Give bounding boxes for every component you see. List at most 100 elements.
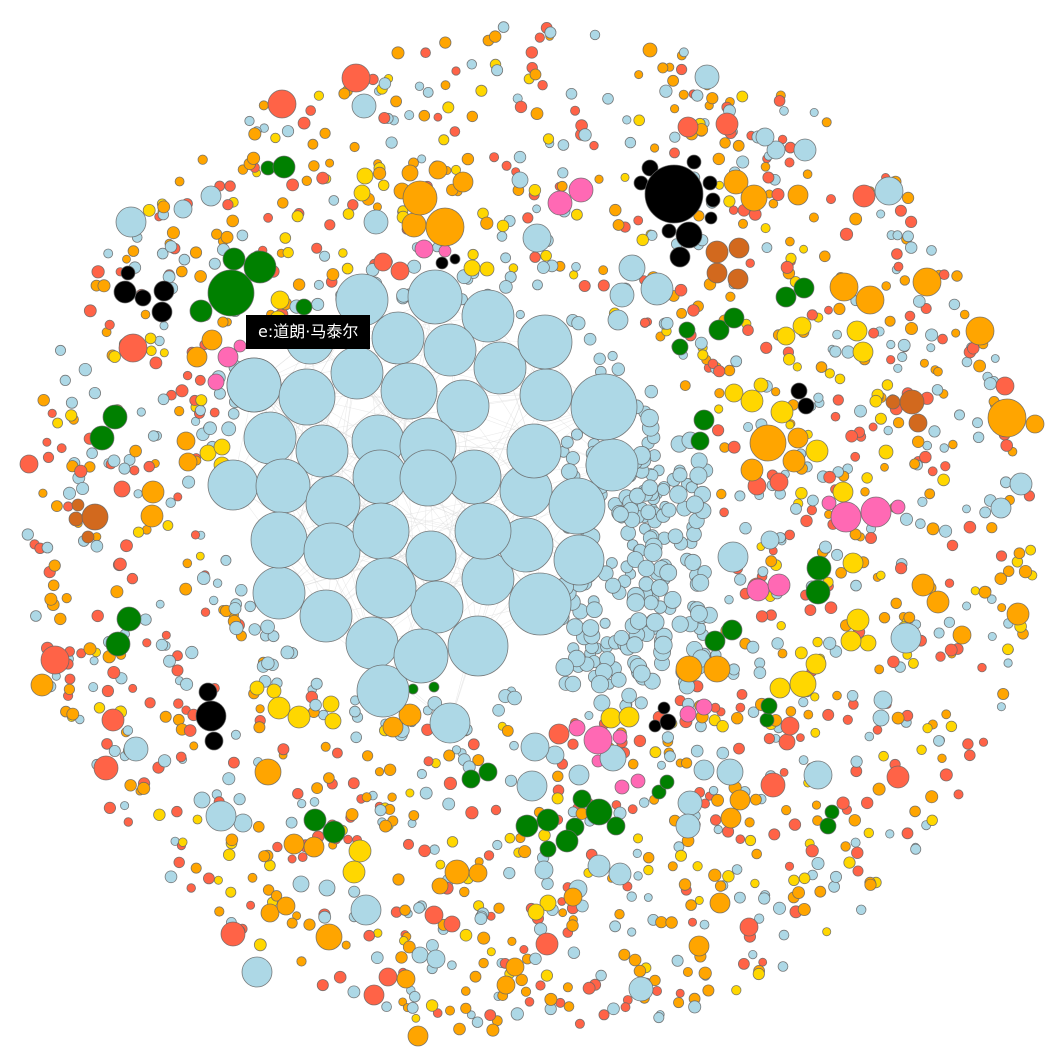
graph-node[interactable] <box>308 160 320 172</box>
graph-node[interactable] <box>47 408 57 418</box>
graph-node[interactable] <box>977 662 987 673</box>
graph-node[interactable] <box>602 93 614 105</box>
graph-node[interactable] <box>773 901 787 915</box>
graph-node[interactable] <box>326 268 340 281</box>
graph-node[interactable] <box>558 908 568 918</box>
graph-node[interactable] <box>235 584 248 597</box>
graph-node[interactable] <box>115 206 147 238</box>
graph-node[interactable] <box>931 384 944 396</box>
graph-node[interactable] <box>174 405 185 417</box>
graph-node[interactable] <box>547 190 573 216</box>
graph-node[interactable] <box>373 252 393 272</box>
graph-node[interactable] <box>134 289 152 307</box>
graph-node[interactable] <box>860 496 892 528</box>
graph-node[interactable] <box>643 543 663 562</box>
graph-node[interactable] <box>496 231 508 242</box>
graph-node[interactable] <box>246 900 256 910</box>
graph-node[interactable] <box>320 741 331 752</box>
graph-node[interactable] <box>509 740 519 751</box>
graph-node[interactable] <box>763 732 776 745</box>
graph-node[interactable] <box>926 343 936 353</box>
graph-node[interactable] <box>784 157 795 168</box>
graph-node[interactable] <box>995 550 1008 562</box>
graph-node[interactable] <box>248 623 261 636</box>
graph-node[interactable] <box>349 705 361 718</box>
graph-node[interactable] <box>411 946 429 964</box>
graph-node[interactable] <box>787 184 809 206</box>
graph-node[interactable] <box>518 845 532 859</box>
graph-node[interactable] <box>657 483 670 496</box>
graph-node[interactable] <box>478 762 498 782</box>
graph-node[interactable] <box>356 664 410 718</box>
graph-node[interactable] <box>793 277 815 299</box>
graph-node[interactable] <box>123 736 149 762</box>
graph-node[interactable] <box>182 370 193 381</box>
graph-node[interactable] <box>162 520 174 531</box>
graph-node[interactable] <box>224 180 236 192</box>
graph-node[interactable] <box>762 171 775 184</box>
graph-node[interactable] <box>144 332 157 345</box>
graph-node[interactable] <box>892 417 905 429</box>
graph-node[interactable] <box>706 262 728 284</box>
graph-node[interactable] <box>707 358 719 370</box>
graph-node[interactable] <box>225 886 237 898</box>
graph-node[interactable] <box>390 261 410 281</box>
graph-node[interactable] <box>194 374 206 386</box>
graph-node[interactable] <box>322 820 346 844</box>
graph-node[interactable] <box>297 116 311 130</box>
graph-node[interactable] <box>564 675 582 693</box>
graph-node[interactable] <box>780 716 800 736</box>
graph-node[interactable] <box>657 760 667 770</box>
graph-node[interactable] <box>819 817 837 835</box>
graph-node[interactable] <box>425 999 439 1012</box>
graph-node[interactable] <box>744 817 755 828</box>
graph-node[interactable] <box>872 725 883 735</box>
graph-node[interactable] <box>639 317 650 328</box>
graph-node[interactable] <box>979 506 992 519</box>
graph-node[interactable] <box>452 171 474 193</box>
graph-node[interactable] <box>755 127 775 147</box>
graph-node[interactable] <box>392 873 405 886</box>
graph-node[interactable] <box>760 162 771 172</box>
graph-node[interactable] <box>671 338 689 356</box>
graph-node[interactable] <box>928 425 941 438</box>
graph-node[interactable] <box>544 26 557 39</box>
graph-node[interactable] <box>303 918 316 931</box>
graph-node[interactable] <box>748 949 758 960</box>
graph-node[interactable] <box>659 774 675 790</box>
graph-node[interactable] <box>709 892 731 914</box>
graph-node[interactable] <box>735 834 746 844</box>
graph-node[interactable] <box>568 177 594 203</box>
graph-node[interactable] <box>821 117 832 128</box>
graph-node[interactable] <box>297 798 307 809</box>
graph-node[interactable] <box>767 573 791 597</box>
graph-node[interactable] <box>19 454 39 474</box>
graph-node[interactable] <box>740 184 768 212</box>
graph-node[interactable] <box>438 244 452 258</box>
graph-node[interactable] <box>734 573 747 586</box>
graph-node[interactable] <box>539 840 557 858</box>
graph-node[interactable] <box>323 772 335 784</box>
graph-node[interactable] <box>270 890 283 902</box>
graph-node[interactable] <box>822 708 835 721</box>
graph-node[interactable] <box>515 814 539 838</box>
graph-node[interactable] <box>614 909 625 920</box>
graph-node[interactable] <box>612 506 629 523</box>
graph-node[interactable] <box>230 729 241 740</box>
graph-node[interactable] <box>753 377 769 393</box>
graph-node[interactable] <box>443 749 456 762</box>
graph-node[interactable] <box>221 421 237 437</box>
graph-node[interactable] <box>899 389 925 415</box>
graph-node[interactable] <box>881 281 891 291</box>
graph-node[interactable] <box>693 409 715 431</box>
graph-node[interactable] <box>587 854 611 878</box>
graph-node[interactable] <box>126 572 139 585</box>
graph-node[interactable] <box>225 833 239 847</box>
graph-node[interactable] <box>63 501 74 512</box>
graph-node[interactable] <box>843 856 856 869</box>
graph-node[interactable] <box>93 755 119 781</box>
graph-node[interactable] <box>283 833 305 855</box>
graph-node[interactable] <box>208 257 221 270</box>
graph-node[interactable] <box>76 481 90 495</box>
